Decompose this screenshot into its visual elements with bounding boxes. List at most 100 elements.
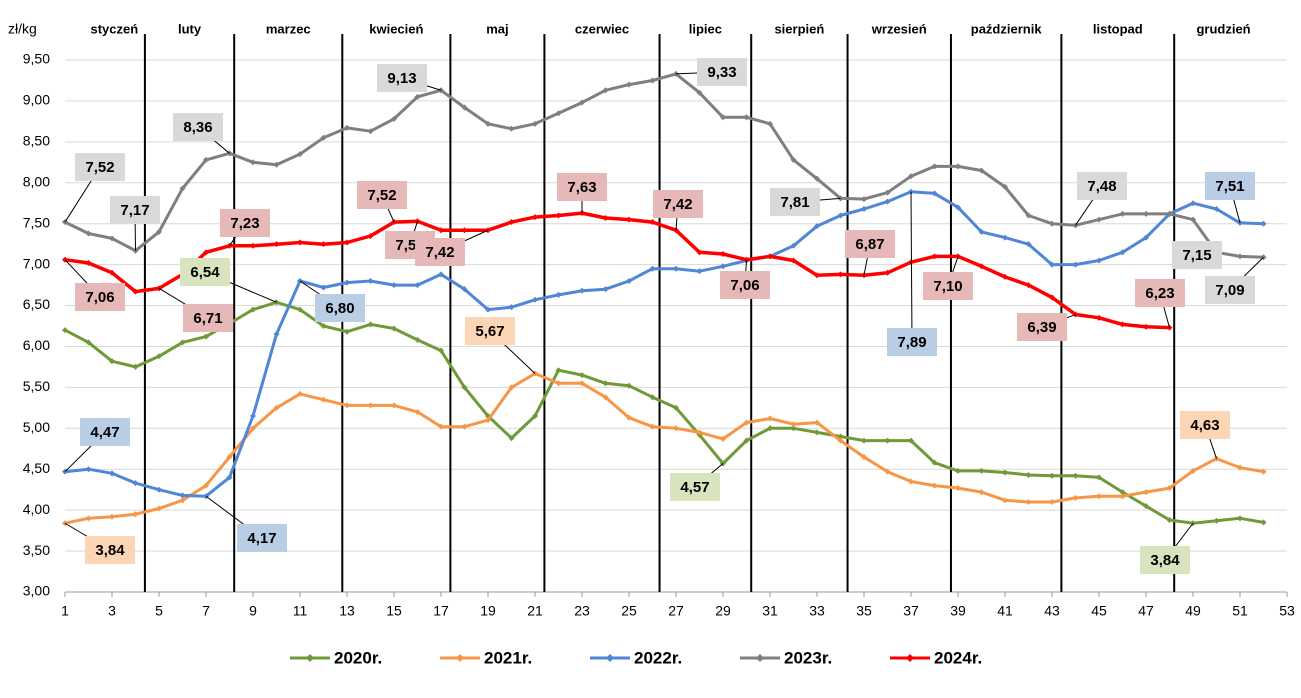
series-line (64, 72, 1264, 259)
data-point (673, 265, 679, 272)
data-point (1002, 234, 1008, 241)
data-point (908, 173, 914, 180)
data-point (203, 156, 209, 163)
data-point (344, 279, 350, 286)
value-label: 7,52 (367, 187, 396, 204)
value-label: 5,67 (475, 323, 504, 340)
data-point (1143, 503, 1149, 510)
data-point (179, 339, 186, 346)
x-tick-label: 33 (809, 603, 825, 619)
x-tick-label: 7 (202, 603, 210, 619)
data-point (461, 104, 468, 111)
data-point (1002, 469, 1008, 476)
month-label: maj (486, 21, 508, 36)
data-point (532, 120, 538, 127)
value-label: 7,63 (567, 179, 596, 196)
data-point (1002, 497, 1008, 504)
data-point (931, 253, 938, 260)
data-point (485, 120, 491, 127)
data-point (1072, 261, 1079, 268)
value-label: 7,51 (1215, 178, 1244, 195)
x-tick-label: 47 (1138, 603, 1154, 619)
month-label: lipiec (689, 21, 722, 36)
data-point (156, 353, 162, 360)
label-box (377, 64, 427, 92)
data-point (696, 249, 703, 256)
data-point (532, 413, 538, 420)
series-line (64, 372, 1264, 525)
data-point (602, 394, 609, 401)
data-point (720, 435, 726, 442)
y-tick-label: 8,50 (23, 133, 50, 149)
series-line (64, 190, 1264, 498)
data-point (837, 212, 844, 219)
data-point (132, 511, 139, 518)
data-point (391, 325, 397, 332)
data-point (1119, 210, 1126, 217)
label-box (653, 190, 703, 218)
data-point (273, 404, 280, 411)
data-point (344, 124, 350, 131)
data-point (320, 284, 327, 291)
x-tick-label: 3 (108, 603, 116, 619)
data-point (367, 128, 374, 135)
x-tick-label: 41 (997, 603, 1013, 619)
x-tick-label: 39 (950, 603, 966, 619)
data-point (85, 259, 92, 266)
legend-label: 2022r. (634, 648, 682, 667)
data-point (978, 263, 985, 270)
x-tick-label: 15 (386, 603, 402, 619)
label-leader (910, 191, 913, 343)
x-tick-label: 31 (762, 603, 778, 619)
data-point (1119, 321, 1126, 328)
data-point (743, 419, 750, 426)
data-point (673, 404, 679, 411)
x-tick-label: 13 (339, 603, 355, 619)
data-point (955, 467, 961, 474)
data-point (62, 327, 68, 334)
data-point (179, 185, 186, 192)
data-point (1072, 472, 1079, 479)
data-point (391, 115, 397, 122)
label-box (720, 271, 770, 299)
value-label: 4,17 (247, 530, 276, 547)
data-point (344, 328, 350, 335)
data-point (508, 219, 515, 226)
value-label: 8,36 (183, 119, 212, 136)
data-point (203, 333, 209, 340)
month-label: marzec (266, 21, 311, 36)
data-point (320, 396, 327, 403)
data-point (1049, 294, 1055, 301)
data-point (414, 408, 421, 415)
data-point (579, 99, 585, 106)
label-box (415, 238, 465, 266)
data-point (1166, 210, 1173, 217)
data-point (978, 167, 985, 174)
label-box (110, 196, 160, 224)
data-point (156, 505, 162, 512)
data-point (132, 363, 139, 370)
data-point (1049, 498, 1055, 505)
y-tick-label: 3,50 (23, 542, 50, 558)
x-tick-label: 11 (293, 603, 308, 619)
label-box (220, 209, 270, 237)
data-point (109, 269, 115, 276)
data-point (720, 114, 726, 121)
data-point (273, 241, 280, 248)
label-box (173, 113, 223, 141)
x-tick-label: 45 (1091, 603, 1107, 619)
data-point (602, 380, 609, 387)
data-point (767, 253, 773, 260)
data-point (908, 478, 914, 485)
label-box (183, 304, 233, 332)
label-box (75, 153, 125, 181)
data-point (743, 437, 750, 444)
data-point (109, 513, 115, 520)
value-label: 7,06 (85, 289, 114, 306)
x-tick-label: 53 (1279, 603, 1295, 619)
data-point (884, 198, 891, 205)
data-point (814, 175, 820, 182)
label-box (1017, 313, 1067, 341)
data-point (320, 241, 327, 248)
value-label: 7,06 (730, 277, 759, 294)
